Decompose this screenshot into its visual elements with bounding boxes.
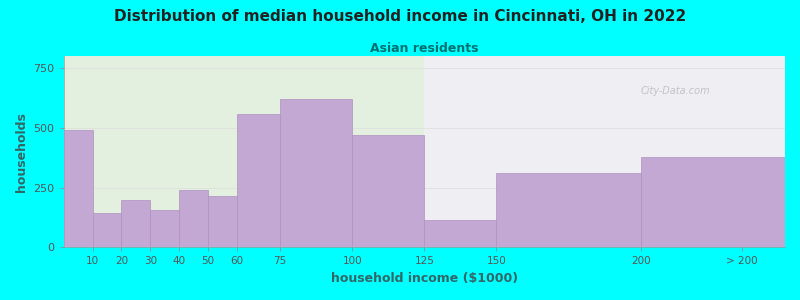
Bar: [352, 135, 424, 248]
Bar: [208, 196, 237, 248]
X-axis label: household income ($1000): household income ($1000): [330, 272, 518, 285]
Bar: [64, 56, 424, 247]
Bar: [641, 157, 785, 247]
Bar: [93, 213, 122, 248]
Bar: [424, 220, 497, 248]
Y-axis label: households: households: [15, 112, 28, 192]
Text: Distribution of median household income in Cincinnati, OH in 2022: Distribution of median household income …: [114, 9, 686, 24]
Bar: [179, 190, 208, 248]
Bar: [122, 200, 150, 247]
Bar: [237, 113, 280, 248]
Bar: [497, 173, 641, 247]
Bar: [64, 130, 93, 247]
Text: City-Data.com: City-Data.com: [641, 85, 710, 96]
Bar: [150, 210, 179, 248]
Bar: [280, 99, 352, 248]
Bar: [424, 56, 785, 247]
Title: Asian residents: Asian residents: [370, 42, 478, 55]
